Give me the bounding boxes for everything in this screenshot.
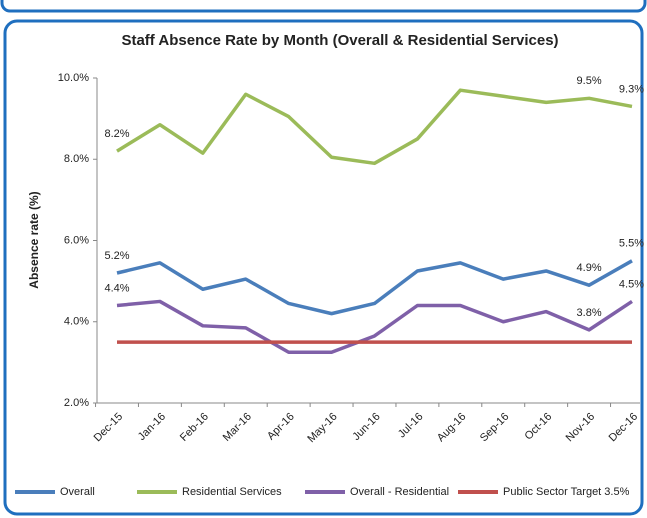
y-tick-label: 6.0%: [64, 234, 89, 246]
data-label: 5.5%: [619, 238, 644, 250]
data-label: 4.4%: [104, 282, 129, 294]
panel-frame: [3, 19, 644, 516]
data-label: 4.9%: [577, 262, 602, 274]
series-line: [116, 299, 633, 354]
top-panel-edge: [0, 0, 647, 13]
legend-label: Residential Services: [182, 486, 282, 498]
y-tick-label: 10.0%: [58, 72, 89, 84]
series-line: [116, 88, 633, 166]
data-label: 8.2%: [104, 128, 129, 140]
y-axis-title: Absence rate (%): [27, 191, 41, 288]
series-line: [116, 259, 633, 316]
legend-label: Overall: [60, 486, 95, 498]
legend-label: Overall - Residential: [350, 486, 449, 498]
y-tick-label: 4.0%: [64, 316, 89, 328]
data-label: 5.2%: [104, 250, 129, 262]
data-label: 9.5%: [577, 75, 602, 87]
data-label: 4.5%: [619, 278, 644, 290]
y-tick-label: 2.0%: [64, 397, 89, 409]
data-label: 3.8%: [577, 307, 602, 319]
y-tick-label: 8.0%: [64, 153, 89, 165]
data-label: 9.3%: [619, 83, 644, 95]
chart-title: Staff Absence Rate by Month (Overall & R…: [121, 32, 558, 49]
legend-label: Public Sector Target 3.5%: [503, 486, 630, 498]
